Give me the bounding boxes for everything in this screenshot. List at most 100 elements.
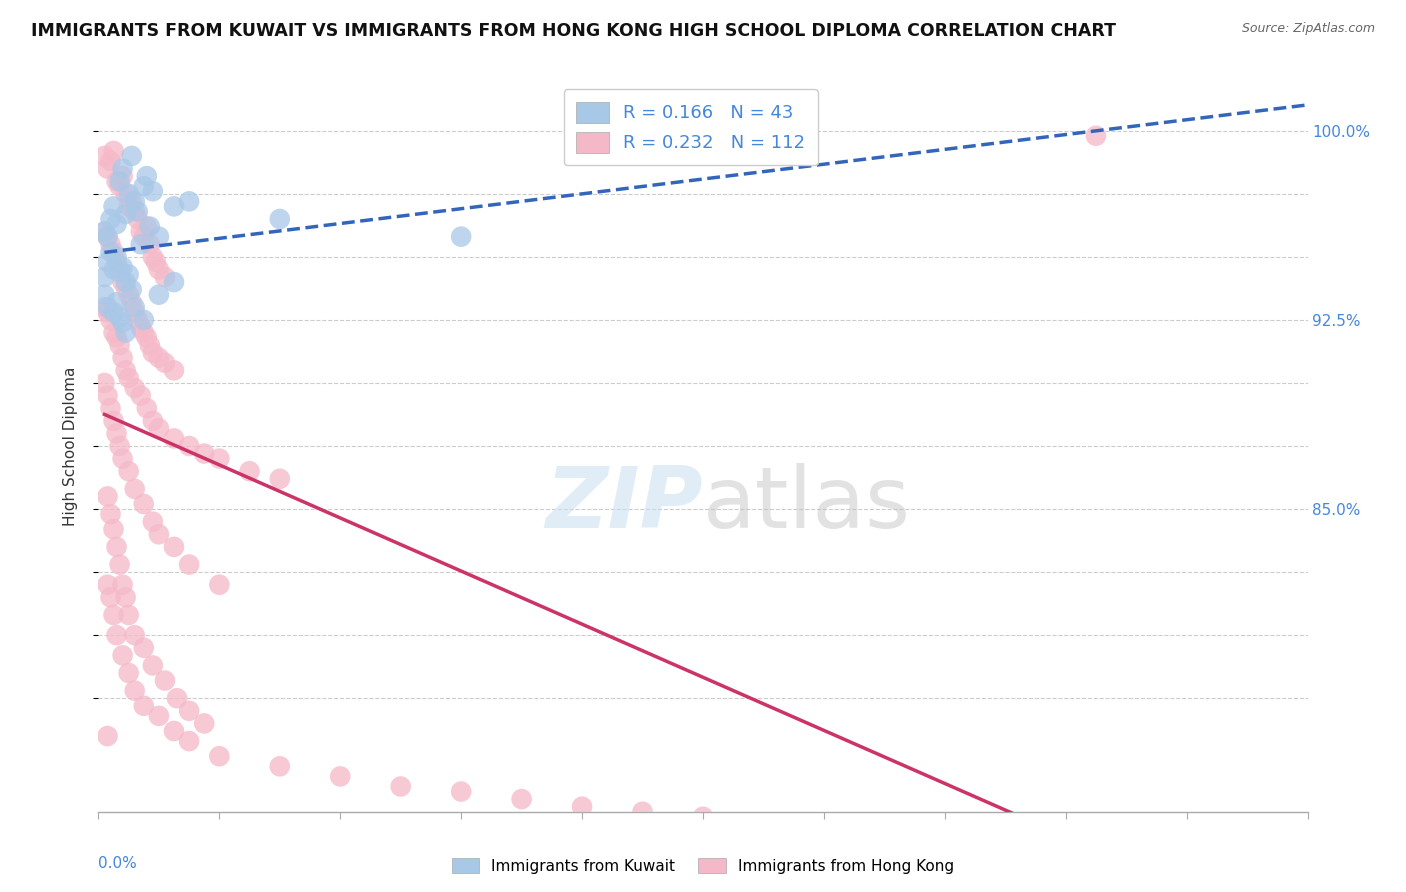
Point [111,315,134,329]
Point [132,497,155,511]
Legend: R = 0.166   N = 43, R = 0.232   N = 112: R = 0.166 N = 43, R = 0.232 N = 112 [564,89,818,165]
Point [269,759,291,773]
Point [118,268,141,282]
Point [124,300,146,314]
Point [93,287,115,301]
Point [450,229,472,244]
Point [571,799,593,814]
Point [142,414,165,428]
Point [118,464,141,478]
Point [96,255,118,269]
Point [124,194,146,209]
Point [93,225,115,239]
Point [103,414,125,428]
Text: 0.0%: 0.0% [98,855,138,871]
Point [124,482,146,496]
Point [93,376,115,390]
Point [114,363,136,377]
Point [239,464,262,478]
Point [105,174,128,188]
Point [111,351,134,365]
Point [139,338,162,352]
Point [96,578,118,592]
Point [114,280,136,294]
Point [148,709,170,723]
Point [100,237,122,252]
Point [129,388,152,402]
Point [124,683,146,698]
Point [121,295,143,310]
Text: atlas: atlas [703,463,911,546]
Point [179,194,201,209]
Point [135,219,157,234]
Point [163,432,186,446]
Point [142,345,165,359]
Point [269,212,291,227]
Point [121,283,143,297]
Point [148,421,170,435]
Point [108,310,131,325]
Point [103,262,125,277]
Point [103,144,125,158]
Point [127,313,149,327]
Point [100,212,122,227]
Point [129,237,152,252]
Point [142,515,165,529]
Point [132,229,155,244]
Point [114,186,136,201]
Point [450,784,472,798]
Point [100,401,122,416]
Point [114,326,136,340]
Point [163,275,186,289]
Point [208,578,231,592]
Point [118,607,141,622]
Point [163,199,186,213]
Point [179,704,201,718]
Point [96,300,118,314]
Point [179,734,201,748]
Point [96,305,118,319]
Point [142,184,165,198]
Point [153,270,176,285]
Point [127,212,149,227]
Point [111,161,134,176]
Point [105,217,128,231]
Point [118,371,141,385]
Point [148,229,170,244]
Point [103,244,125,259]
Point [124,305,146,319]
Point [108,558,131,572]
Point [118,199,141,213]
Point [100,591,122,605]
Legend: Immigrants from Kuwait, Immigrants from Hong Kong: Immigrants from Kuwait, Immigrants from … [446,852,960,880]
Point [193,446,215,460]
Point [118,186,141,201]
Point [163,540,186,554]
Point [510,792,533,806]
Point [108,262,131,277]
Point [1085,128,1108,143]
Text: IMMIGRANTS FROM KUWAIT VS IMMIGRANTS FROM HONG KONG HIGH SCHOOL DIPLOMA CORRELAT: IMMIGRANTS FROM KUWAIT VS IMMIGRANTS FRO… [31,22,1116,40]
Point [111,451,134,466]
Point [129,225,152,239]
Point [118,665,141,680]
Point [148,351,170,365]
Point [96,729,118,743]
Point [93,149,115,163]
Point [145,255,167,269]
Point [105,255,128,269]
Point [96,161,118,176]
Point [124,628,146,642]
Point [153,673,176,688]
Point [142,658,165,673]
Point [127,204,149,219]
Point [269,472,291,486]
Point [148,527,170,541]
Point [111,169,134,183]
Point [121,149,143,163]
Point [132,326,155,340]
Point [135,330,157,344]
Point [153,356,176,370]
Point [108,439,131,453]
Point [132,179,155,194]
